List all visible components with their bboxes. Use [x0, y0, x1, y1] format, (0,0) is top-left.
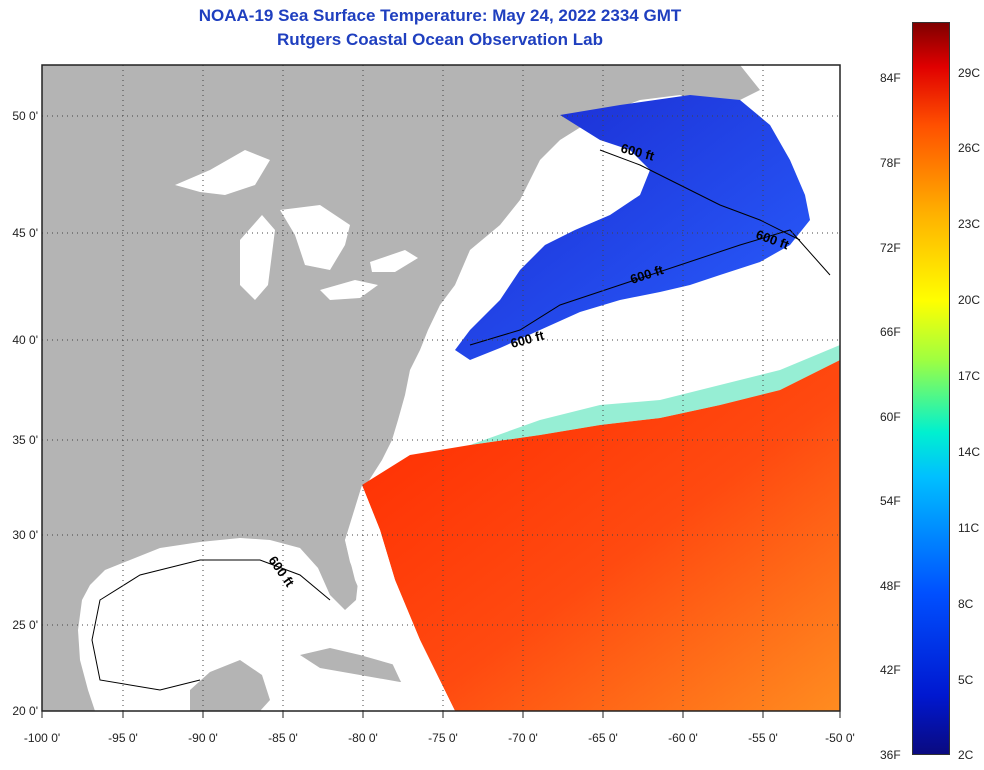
colorbar-f-label: 72F — [880, 241, 901, 255]
lon-label: -95 0' — [108, 731, 138, 745]
colorbar-c-label: 8C — [958, 597, 974, 611]
lon-label: -50 0' — [825, 731, 855, 745]
colorbar-c-label: 14C — [958, 445, 981, 459]
colorbar-f-label: 66F — [880, 325, 901, 339]
cold-water — [455, 95, 810, 360]
cuba-land — [300, 648, 420, 682]
lat-label: 20 0' — [12, 704, 38, 718]
colorbar-c-label: 17C — [958, 369, 981, 383]
colorbar-c-label: 2C — [958, 748, 974, 762]
lon-label: -85 0' — [268, 731, 298, 745]
colorbar-c-label: 20C — [958, 293, 981, 307]
warm-water — [362, 360, 840, 711]
colorbar-c-label: 5C — [958, 673, 974, 687]
lon-label: -70 0' — [508, 731, 538, 745]
colorbar-c-label: 11C — [958, 521, 980, 535]
colorbar-f-label: 48F — [880, 579, 901, 593]
yucatan-land — [190, 660, 270, 711]
lat-label: 30 0' — [12, 528, 38, 542]
frame-ticks — [41, 711, 841, 718]
colorbar-c-label: 23C — [958, 217, 981, 231]
graticule — [42, 65, 840, 711]
map-title: NOAA-19 Sea Surface Temperature: May 24,… — [198, 6, 682, 25]
colorbar-f-label: 54F — [880, 494, 901, 508]
great-lakes — [175, 150, 418, 300]
transition-band — [470, 345, 840, 445]
lat-label: 25 0' — [12, 618, 38, 632]
colorbar-c-label: 29C — [958, 66, 981, 80]
lon-label: -90 0' — [188, 731, 218, 745]
lat-label: 50 0' — [12, 109, 38, 123]
lat-label: 45 0' — [12, 226, 38, 240]
swath-edge — [345, 485, 455, 711]
land-mass — [42, 65, 760, 711]
temperature-colorbar — [912, 22, 950, 755]
lon-label: -80 0' — [348, 731, 378, 745]
lon-label: -55 0' — [748, 731, 778, 745]
lon-label: -100 0' — [23, 731, 61, 745]
lat-label: 40 0' — [12, 333, 38, 347]
contour-600ft — [91, 149, 831, 691]
colorbar-f-label: 84F — [880, 71, 901, 85]
map-frame — [41, 64, 841, 712]
colorbar-f-label: 36F — [880, 748, 901, 762]
lon-label: -60 0' — [668, 731, 698, 745]
colorbar-f-label: 42F — [880, 663, 901, 677]
lon-label: -65 0' — [588, 731, 618, 745]
colorbar-f-label: 78F — [880, 156, 901, 170]
lat-label: 35 0' — [12, 433, 38, 447]
map-subtitle: Rutgers Coastal Ocean Observation Lab — [277, 30, 603, 49]
colorbar-c-label: 26C — [958, 141, 981, 155]
colorbar-f-label: 60F — [880, 410, 901, 424]
lon-label: -75 0' — [428, 731, 458, 745]
